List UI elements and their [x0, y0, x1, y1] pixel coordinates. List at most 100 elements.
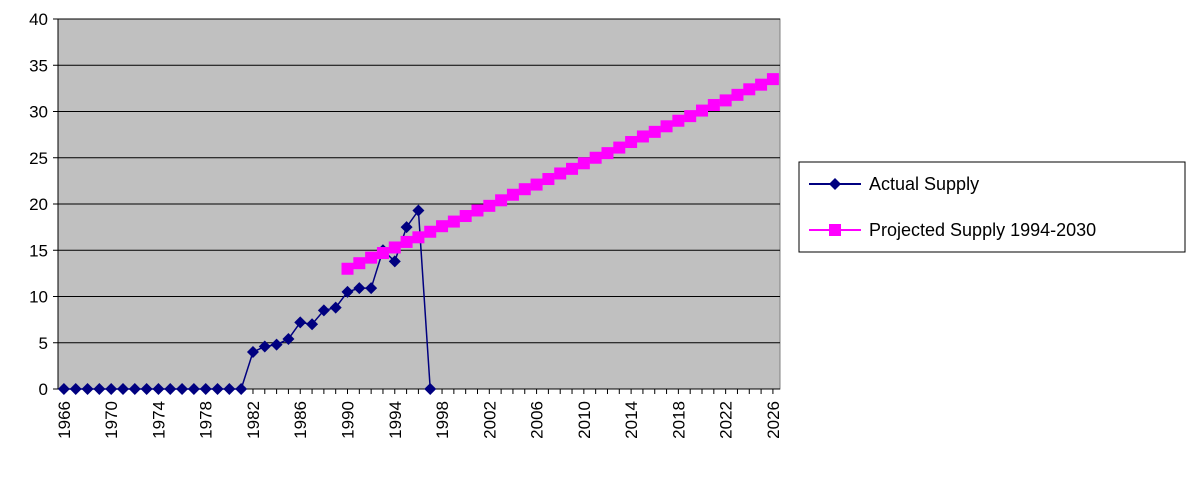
data-point [495, 194, 508, 207]
legend-marker [829, 178, 841, 190]
x-tick-label: 1990 [339, 401, 358, 439]
data-point [187, 383, 200, 395]
data-point [648, 125, 661, 138]
data-point [176, 383, 189, 395]
data-point [294, 316, 307, 329]
y-tick-label: 40 [29, 10, 48, 29]
data-point [164, 383, 177, 395]
data-point [436, 220, 449, 233]
data-point [566, 162, 579, 175]
x-tick-label: 2026 [764, 401, 783, 439]
data-point [140, 383, 153, 395]
data-point [353, 282, 366, 295]
y-tick-label: 30 [29, 103, 48, 122]
y-tick-label: 20 [29, 195, 48, 214]
data-point [459, 210, 472, 223]
x-tick-label: 2022 [717, 401, 736, 439]
data-point [246, 346, 259, 358]
x-tick-label: 1978 [197, 401, 216, 439]
data-point [235, 383, 248, 395]
data-point [69, 383, 82, 395]
x-tick-label: 1994 [386, 401, 405, 439]
data-point [424, 225, 437, 238]
data-point [506, 188, 519, 201]
data-point [365, 282, 378, 295]
data-point [211, 383, 224, 395]
y-tick-label: 35 [29, 56, 48, 75]
data-point [672, 114, 685, 127]
data-point [589, 151, 602, 164]
data-point [625, 136, 638, 149]
x-tick-label: 2010 [575, 401, 594, 439]
x-tick-label: 1970 [102, 401, 121, 439]
legend: Actual Supply Projected Supply 1994-2030 [798, 161, 1186, 253]
x-tick-label: 1982 [244, 401, 263, 439]
data-point [353, 257, 366, 270]
data-point [412, 204, 425, 217]
data-point [483, 199, 496, 212]
x-tick-label: 2014 [622, 401, 641, 439]
data-point [388, 241, 401, 254]
legend-label: Actual Supply [869, 174, 979, 194]
data-point [554, 167, 567, 180]
x-tick-label: 1986 [291, 401, 310, 439]
data-point [424, 383, 437, 395]
data-point [696, 104, 709, 117]
data-point [223, 383, 236, 395]
data-point [601, 147, 614, 160]
legend-marker [829, 224, 841, 236]
data-point [57, 383, 70, 395]
legend-box [798, 161, 1186, 253]
data-point [81, 383, 94, 395]
data-point [743, 83, 756, 96]
data-point [707, 99, 720, 112]
legend-label: Projected Supply 1994-2030 [869, 220, 1096, 240]
data-point [282, 333, 295, 346]
x-tick-label: 1966 [55, 401, 74, 439]
gridlines [58, 18, 780, 344]
x-tick-label: 2002 [480, 401, 499, 439]
x-tick-label: 2018 [669, 401, 688, 439]
data-point [577, 157, 590, 170]
data-point [447, 215, 460, 228]
axes: 0 5 10 15 20 25 30 35 40 1966 1970 1974 1978 1982 1986… [29, 10, 783, 439]
data-point [684, 110, 697, 123]
data-point [306, 318, 319, 331]
data-point [755, 78, 768, 91]
data-point [270, 338, 283, 351]
data-point [116, 383, 129, 395]
series-layer [57, 73, 779, 395]
data-point [329, 301, 342, 314]
data-point [400, 221, 413, 234]
data-point [388, 255, 401, 268]
y-tick-label: 5 [39, 334, 48, 353]
data-point [542, 173, 555, 186]
data-point [731, 88, 744, 101]
data-point [128, 383, 141, 395]
y-tick-label: 25 [29, 149, 48, 168]
data-point [317, 304, 330, 317]
y-tick-label: 0 [39, 380, 48, 399]
x-tick-label: 2006 [528, 401, 547, 439]
data-point [376, 247, 389, 260]
data-point [660, 120, 673, 133]
series-projected-supply [341, 73, 779, 275]
x-tick-label: 1974 [149, 401, 168, 439]
data-point [518, 183, 531, 196]
data-point [105, 383, 118, 395]
data-point [93, 383, 106, 395]
data-point [341, 262, 354, 275]
data-point [341, 285, 354, 298]
series-actual-supply [57, 204, 437, 395]
data-point [365, 251, 378, 264]
data-point [412, 231, 425, 244]
data-point [199, 383, 212, 395]
y-tick-label: 10 [29, 288, 48, 307]
legend-item: Projected Supply 1994-2030 [809, 220, 1096, 240]
data-point [258, 340, 271, 353]
y-tick-label: 15 [29, 241, 48, 260]
data-point [400, 235, 413, 248]
data-point [719, 94, 732, 107]
